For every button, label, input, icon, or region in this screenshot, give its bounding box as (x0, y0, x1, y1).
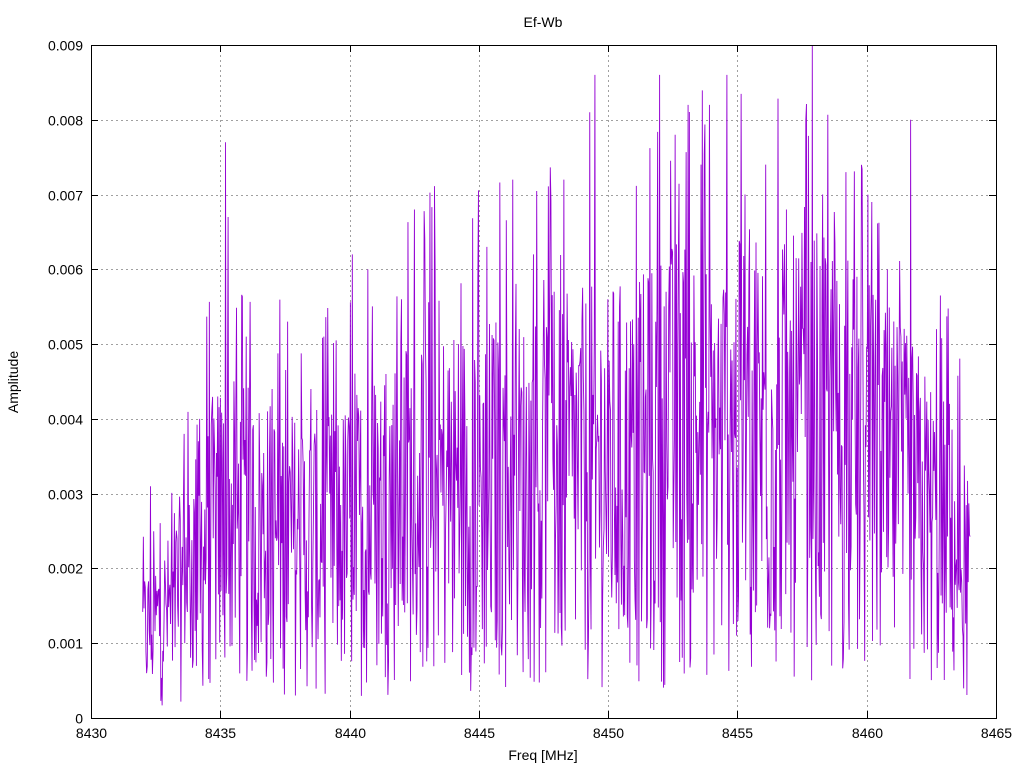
y-tick-label: 0.003 (48, 487, 83, 503)
series-layer (142, 44, 971, 706)
y-tick-label: 0.005 (48, 337, 83, 353)
amplitude-series-line (142, 44, 971, 706)
y-tick-label: 0.001 (48, 636, 83, 652)
y-tick-label: 0.008 (48, 113, 83, 129)
x-tick-label: 8440 (335, 725, 366, 741)
x-tick-labels: 8430 8435 8440 8445 8450 8455 8460 8465 (76, 725, 1012, 741)
y-tick-label: 0.006 (48, 262, 83, 278)
y-tick-label: 0 (75, 711, 83, 727)
x-tick-label: 8445 (464, 725, 495, 741)
y-tick-label: 0.004 (48, 412, 83, 428)
x-axis-label: Freq [MHz] (508, 747, 577, 763)
y-tick-label: 0.002 (48, 561, 83, 577)
y-tick-label: 0.007 (48, 188, 83, 204)
x-tick-label: 8450 (593, 725, 624, 741)
chart-title: Ef-Wb (524, 14, 563, 30)
x-tick-label: 8430 (76, 725, 107, 741)
plot-frame (91, 45, 997, 719)
x-tick-label: 8435 (205, 725, 236, 741)
grid-layer (91, 45, 996, 718)
x-tick-label: 8465 (981, 725, 1012, 741)
x-tick-label: 8455 (722, 725, 753, 741)
y-tick-labels: 0 0.001 0.002 0.003 0.004 0.005 0.006 0.007 0.00… (48, 38, 83, 727)
y-axis-label: Amplitude (5, 351, 21, 413)
x-tick-label: 8460 (852, 725, 883, 741)
y-tick-label: 0.009 (48, 38, 83, 54)
